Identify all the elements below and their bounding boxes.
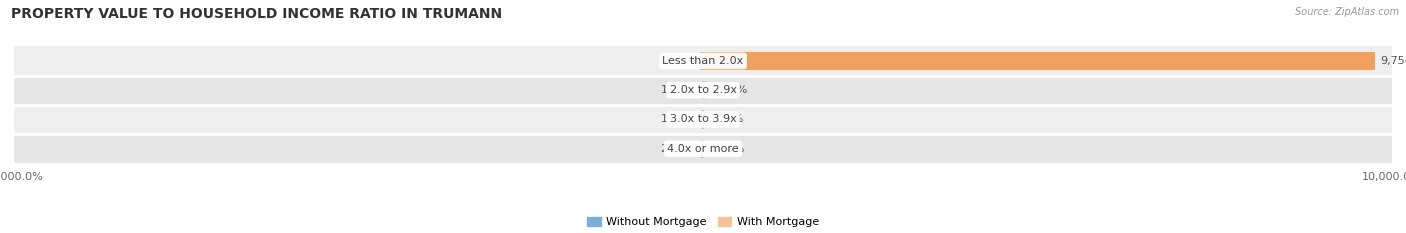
Bar bbox=[700, 52, 703, 70]
Text: 4.0x or more: 4.0x or more bbox=[668, 144, 738, 154]
Bar bbox=[702, 140, 703, 158]
Text: 12.8%: 12.8% bbox=[661, 85, 696, 95]
Bar bbox=[14, 46, 1392, 75]
Text: 45.2%: 45.2% bbox=[659, 56, 695, 66]
Text: Source: ZipAtlas.com: Source: ZipAtlas.com bbox=[1295, 7, 1399, 17]
Text: 9,754.5%: 9,754.5% bbox=[1381, 56, 1406, 66]
Bar bbox=[703, 52, 1375, 70]
Bar bbox=[14, 134, 1392, 163]
Bar bbox=[703, 81, 707, 99]
Text: 17.1%: 17.1% bbox=[710, 144, 745, 154]
Text: 3.0x to 3.9x: 3.0x to 3.9x bbox=[669, 114, 737, 124]
Text: Less than 2.0x: Less than 2.0x bbox=[662, 56, 744, 66]
Bar bbox=[14, 75, 1392, 105]
Text: 14.6%: 14.6% bbox=[661, 114, 696, 124]
Text: 2.0x to 2.9x: 2.0x to 2.9x bbox=[669, 85, 737, 95]
Text: 60.4%: 60.4% bbox=[713, 85, 748, 95]
Legend: Without Mortgage, With Mortgage: Without Mortgage, With Mortgage bbox=[582, 212, 824, 231]
Text: 27.4%: 27.4% bbox=[659, 144, 696, 154]
Text: 11.0%: 11.0% bbox=[709, 114, 745, 124]
Text: PROPERTY VALUE TO HOUSEHOLD INCOME RATIO IN TRUMANN: PROPERTY VALUE TO HOUSEHOLD INCOME RATIO… bbox=[11, 7, 502, 21]
Bar bbox=[14, 105, 1392, 134]
